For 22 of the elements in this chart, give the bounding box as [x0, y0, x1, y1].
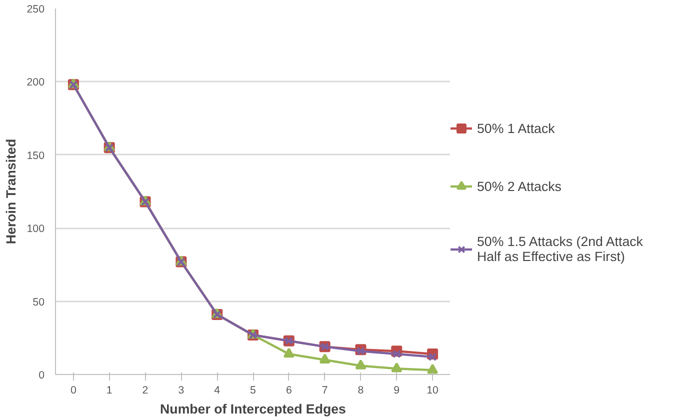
y-tick-label: 50: [32, 296, 45, 308]
x-tick-label: 4: [214, 384, 220, 396]
legend-label: 50% 2 Attacks: [477, 178, 562, 194]
y-tick-label: 150: [26, 150, 45, 162]
y-tick-label: 100: [26, 223, 45, 236]
x-tick-label: 3: [178, 384, 184, 396]
x-tick-label: 2: [142, 384, 148, 396]
legend-label: 50% 1 Attack: [477, 120, 555, 136]
x-axis-title: Number of Intercepted Edges: [160, 402, 346, 416]
x-tick-label: 6: [286, 384, 292, 396]
x-tick-label: 10: [426, 384, 439, 396]
y-axis-title: Heroin Transited: [4, 138, 19, 244]
x-tick-label: 0: [70, 384, 76, 396]
x-tick-label: 1: [106, 384, 112, 396]
y-tick-label: 0: [38, 370, 45, 382]
x-tick-label: 9: [394, 384, 400, 396]
y-tick-label: 200: [26, 76, 45, 89]
y-tick-label: 250: [26, 4, 45, 16]
legend-label: 50% 1.5 Attacks (2nd Attack Half as Effective as First): [477, 234, 643, 264]
x-tick-label: 7: [322, 384, 328, 396]
x-tick-label: 8: [358, 384, 364, 396]
x-tick-label: 5: [250, 384, 256, 396]
